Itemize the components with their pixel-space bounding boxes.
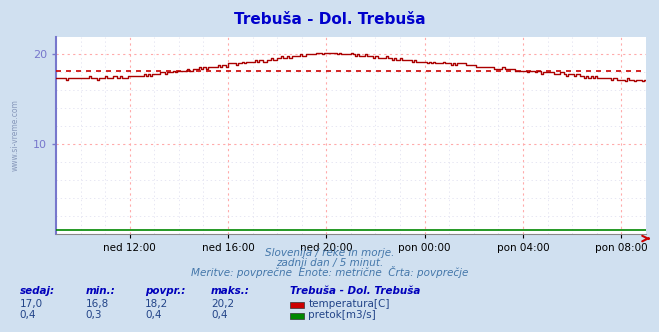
Text: Trebuša - Dol. Trebuša: Trebuša - Dol. Trebuša [290, 286, 420, 296]
Text: 20,2: 20,2 [211, 299, 234, 309]
Text: maks.:: maks.: [211, 286, 250, 296]
Text: 0,4: 0,4 [145, 310, 161, 320]
Text: min.:: min.: [86, 286, 115, 296]
Text: sedaj:: sedaj: [20, 286, 55, 296]
Text: 16,8: 16,8 [86, 299, 109, 309]
Text: zadnji dan / 5 minut.: zadnji dan / 5 minut. [276, 258, 383, 268]
Text: 0,3: 0,3 [86, 310, 102, 320]
Text: Trebuša - Dol. Trebuša: Trebuša - Dol. Trebuša [234, 12, 425, 27]
Text: Meritve: povprečne  Enote: metrične  Črta: povprečje: Meritve: povprečne Enote: metrične Črta:… [191, 266, 468, 278]
Text: temperatura[C]: temperatura[C] [308, 299, 390, 309]
Text: povpr.:: povpr.: [145, 286, 185, 296]
Text: 0,4: 0,4 [211, 310, 227, 320]
Text: pretok[m3/s]: pretok[m3/s] [308, 310, 376, 320]
Text: 0,4: 0,4 [20, 310, 36, 320]
Text: 17,0: 17,0 [20, 299, 43, 309]
Text: 18,2: 18,2 [145, 299, 168, 309]
Text: Slovenija / reke in morje.: Slovenija / reke in morje. [265, 248, 394, 258]
Text: www.si-vreme.com: www.si-vreme.com [11, 99, 19, 171]
